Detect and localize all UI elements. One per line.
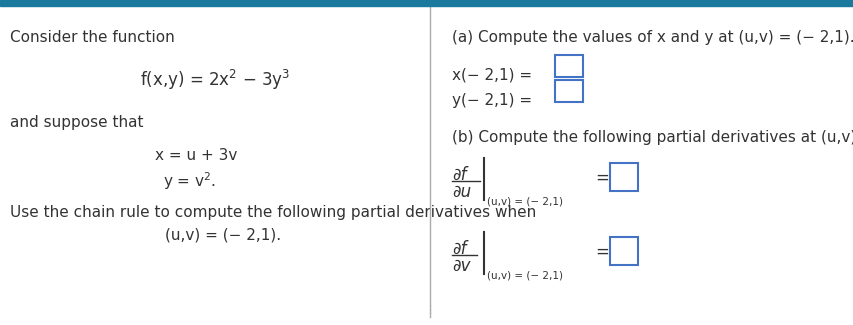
FancyBboxPatch shape [609, 237, 637, 265]
Text: =: = [595, 243, 608, 261]
Text: Consider the function: Consider the function [10, 30, 175, 45]
Text: and suppose that: and suppose that [10, 115, 143, 130]
FancyBboxPatch shape [554, 55, 583, 77]
Text: ∂f: ∂f [451, 166, 466, 184]
Text: ∂f: ∂f [451, 240, 466, 258]
Text: Use the chain rule to compute the following partial derivatives when: Use the chain rule to compute the follow… [10, 205, 536, 220]
Text: f(x,y) = 2x$^{2}$ − 3y$^{3}$: f(x,y) = 2x$^{2}$ − 3y$^{3}$ [140, 68, 290, 92]
Text: ⋮: ⋮ [424, 305, 435, 315]
Text: (u,v) = (− 2,1): (u,v) = (− 2,1) [486, 270, 562, 280]
Text: y(− 2,1) =: y(− 2,1) = [451, 93, 531, 108]
Text: (u,v) = (− 2,1): (u,v) = (− 2,1) [486, 196, 562, 206]
Text: ∂v: ∂v [451, 257, 470, 275]
Text: x(− 2,1) =: x(− 2,1) = [451, 68, 531, 83]
Text: (a) Compute the values of x and y at (u,v) = (− 2,1).: (a) Compute the values of x and y at (u,… [451, 30, 853, 45]
Text: y = v$^{2}$.: y = v$^{2}$. [163, 170, 216, 192]
Text: (u,v) = (− 2,1).: (u,v) = (− 2,1). [165, 228, 281, 243]
FancyBboxPatch shape [609, 163, 637, 191]
Text: x = u + 3v: x = u + 3v [154, 148, 237, 163]
Text: (b) Compute the following partial derivatives at (u,v) = (− 2,1).: (b) Compute the following partial deriva… [451, 130, 853, 145]
Text: ∂u: ∂u [451, 183, 471, 201]
Text: =: = [595, 169, 608, 187]
Bar [0, 0, 853, 6]
FancyBboxPatch shape [554, 80, 583, 102]
